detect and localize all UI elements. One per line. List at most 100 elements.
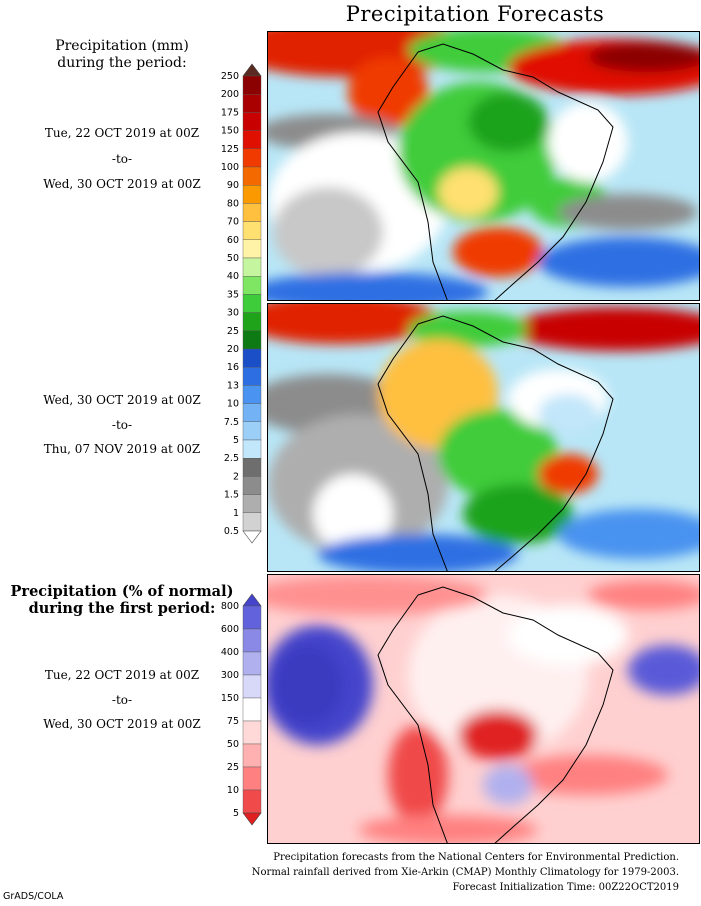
- colorbar-tick-label: 10: [227, 399, 239, 410]
- colorbar-cell: [242, 674, 262, 699]
- colorbar-tick-label: 7.5: [224, 417, 239, 428]
- colorbar-cell: [242, 439, 262, 459]
- colorbar-tick-label: 600: [221, 624, 239, 635]
- colorbar-tick-label: 1.5: [224, 490, 239, 501]
- colorbar-cell: [242, 651, 262, 676]
- colorbar-top-arrow: [242, 593, 262, 607]
- colorbar-cell: [242, 512, 262, 532]
- colorbar-tick-label: 10: [227, 785, 239, 796]
- colorbar-tick-label: 5: [233, 435, 239, 446]
- colorbar-tick-label: 800: [221, 601, 239, 612]
- colorbar-cell: [242, 112, 262, 131]
- map-panel-period2: [267, 303, 700, 572]
- colorbar-cell: [242, 275, 262, 295]
- colorbar-cell: [242, 294, 262, 313]
- colorbar-tick-label: 50: [227, 739, 239, 750]
- colorbar-tick-label: 13: [227, 380, 239, 391]
- colorbar-cell: [242, 94, 262, 113]
- colorbar-cell: [242, 239, 262, 259]
- colorbar-cell: [242, 421, 262, 441]
- period2-start: Wed, 30 OCT 2019 at 00Z: [43, 393, 201, 407]
- colorbar-tick-label: 40: [227, 271, 239, 282]
- colorbar-tick-label: 30: [227, 308, 239, 319]
- precip-map-period2: [268, 304, 699, 571]
- pct-legend-heading-line2: during the first period:: [28, 600, 216, 617]
- colorbar-tick-label: 250: [221, 71, 239, 82]
- colorbar-tick-label: 300: [221, 670, 239, 681]
- footer-line3: Forecast Initialization Time: 00Z22OCT20…: [452, 882, 679, 893]
- map-panel-percent-of-normal: [267, 574, 700, 844]
- colorbar-tick-label: 100: [221, 162, 239, 173]
- colorbar-tick-label: 20: [227, 344, 239, 355]
- colorbar-bottom-arrow: [242, 812, 262, 826]
- period3-end: Wed, 30 OCT 2019 at 00Z: [43, 717, 201, 731]
- colorbar-tick-label: 2: [233, 471, 239, 482]
- colorbar-tick-label: 25: [227, 762, 239, 773]
- period3-start: Tue, 22 OCT 2019 at 00Z: [44, 668, 200, 682]
- mm-legend-heading-line2: during the period:: [57, 55, 187, 71]
- footer-notes: Precipitation forecasts from the Nationa…: [249, 850, 679, 895]
- period2-sep: -to-: [111, 418, 133, 432]
- colorbar-cell: [242, 330, 262, 350]
- colorbar-tick-label: 400: [221, 647, 239, 658]
- colorbar-cell: [242, 385, 262, 404]
- footer-line1: Precipitation forecasts from the Nationa…: [273, 852, 679, 863]
- colorbar-tick-label: 75: [227, 716, 239, 727]
- percent-normal-map: [268, 575, 699, 843]
- colorbar-cell: [242, 184, 262, 204]
- footer-line2: Normal rainfall derived from Xie-Arkin (…: [251, 867, 679, 878]
- colorbar-cell: [242, 766, 262, 791]
- colorbar-cell: [242, 628, 262, 653]
- colorbar-tick-label: 70: [227, 217, 239, 228]
- colorbar-tick-label: 50: [227, 253, 239, 264]
- mm-legend-heading-line1: Precipitation (mm): [55, 38, 189, 54]
- colorbar-top-arrow: [242, 63, 262, 77]
- colorbar-tick-label: 150: [221, 693, 239, 704]
- colorbar-cell: [242, 458, 262, 477]
- period2-end: Thu, 07 NOV 2019 at 00Z: [43, 442, 201, 456]
- colorbar-tick-label: 150: [221, 126, 239, 137]
- colorbar-cell: [242, 605, 262, 630]
- colorbar-cell: [242, 312, 262, 332]
- precip-map-period1: [268, 32, 699, 300]
- colorbar-tick-label: 35: [227, 289, 239, 300]
- colorbar-cell: [242, 476, 262, 495]
- map-panel-period1: [267, 31, 700, 301]
- colorbar-tick-label: 2.5: [224, 453, 239, 464]
- colorbar-tick-label: 200: [221, 89, 239, 100]
- colorbar-cell: [242, 494, 262, 514]
- period1-sep: -to-: [111, 152, 133, 166]
- colorbar-tick-label: 60: [227, 235, 239, 246]
- colorbar-tick-label: 25: [227, 326, 239, 337]
- colorbar-tick-label: 125: [221, 144, 239, 155]
- colorbar-cell: [242, 743, 262, 768]
- colorbar-bottom-arrow: [242, 530, 262, 544]
- colorbar-cell: [242, 720, 262, 745]
- mm-colorbar: 250 200 175 150 125 100 90 80 70 60 50 40 35 30 25 20 16…: [205, 58, 265, 548]
- colorbar-cell: [242, 75, 262, 95]
- colorbar-tick-label: 5: [233, 808, 239, 819]
- period1-start: Tue, 22 OCT 2019 at 00Z: [44, 126, 200, 140]
- colorbar-tick-label: 0.5: [224, 526, 239, 537]
- pct-legend-heading: Precipitation (% of normal) during the f…: [2, 583, 242, 617]
- colorbar-cell: [242, 367, 262, 386]
- colorbar-tick-label: 80: [227, 198, 239, 209]
- period3-sep: -to-: [111, 693, 133, 707]
- colorbar-cell: [242, 789, 262, 814]
- pct-colorbar: 800 600 400 300 150 75 50 25 10 5: [205, 586, 265, 836]
- colorbar-cell: [242, 148, 262, 168]
- colorbar-cell: [242, 221, 262, 241]
- colorbar-cell: [242, 203, 262, 222]
- colorbar-tick-label: 16: [227, 362, 239, 373]
- colorbar-cell: [242, 257, 262, 277]
- colorbar-cell: [242, 130, 262, 149]
- mm-legend-heading: Precipitation (mm) during the period:: [2, 38, 242, 72]
- colorbar-cell: [242, 348, 262, 368]
- page-title: Precipitation Forecasts: [345, 2, 605, 26]
- colorbar-cell: [242, 697, 262, 722]
- colorbar-cell: [242, 403, 262, 423]
- colorbar-tick-label: 1: [233, 508, 239, 519]
- period1-end: Wed, 30 OCT 2019 at 00Z: [43, 177, 201, 191]
- pct-legend-heading-line1: Precipitation (% of normal): [10, 583, 234, 600]
- colorbar-tick-label: 90: [227, 180, 239, 191]
